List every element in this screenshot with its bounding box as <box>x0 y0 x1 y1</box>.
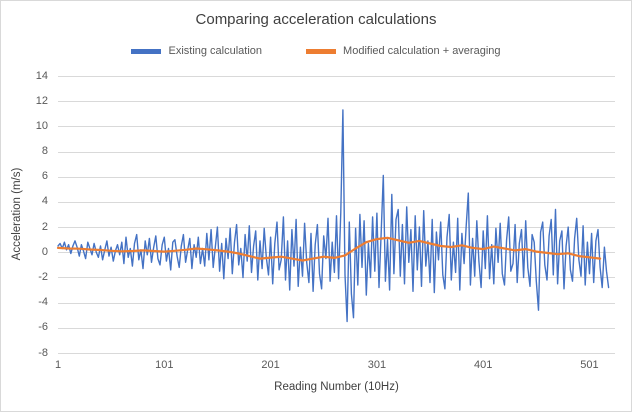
y-tick-label: 4 <box>41 195 48 208</box>
x-tick-label: 201 <box>261 359 280 371</box>
x-tick-label: 101 <box>155 359 174 371</box>
y-axis-title: Acceleration (m/s) <box>11 167 23 261</box>
y-tick-label: -2 <box>38 270 48 283</box>
legend: Existing calculation Modified calculatio… <box>1 45 631 57</box>
y-tick-label: 14 <box>35 69 48 82</box>
x-tick-label: 501 <box>580 359 599 371</box>
x-tick-label: 301 <box>367 359 387 371</box>
y-tick-label: 10 <box>35 119 48 132</box>
legend-swatch-modified-icon <box>306 48 337 54</box>
y-tick-label: 0 <box>41 245 48 258</box>
series-line-existing <box>57 109 610 323</box>
y-tick-label: 6 <box>41 170 48 183</box>
y-tick-label: -8 <box>38 346 48 359</box>
chart-title: Comparing acceleration calculations <box>195 11 437 28</box>
y-tick-label: -6 <box>38 321 48 334</box>
legend-label-modified: Modified calculation + averaging <box>343 45 501 57</box>
x-axis-title: Reading Number (10Hz) <box>274 381 399 393</box>
legend-item-existing[interactable]: Existing calculation <box>131 45 262 57</box>
series-line-modified <box>56 236 602 262</box>
y-tick-label: 8 <box>41 145 48 158</box>
y-tick-label: 2 <box>41 220 48 233</box>
y-tick-label: -4 <box>38 296 48 309</box>
legend-item-modified[interactable]: Modified calculation + averaging <box>306 45 501 57</box>
y-tick-label: 12 <box>35 94 48 107</box>
x-tick-label: 1 <box>54 359 62 371</box>
x-tick-label: 401 <box>474 359 493 371</box>
legend-label-existing: Existing calculation <box>168 45 263 57</box>
legend-swatch-existing-icon <box>131 48 162 54</box>
